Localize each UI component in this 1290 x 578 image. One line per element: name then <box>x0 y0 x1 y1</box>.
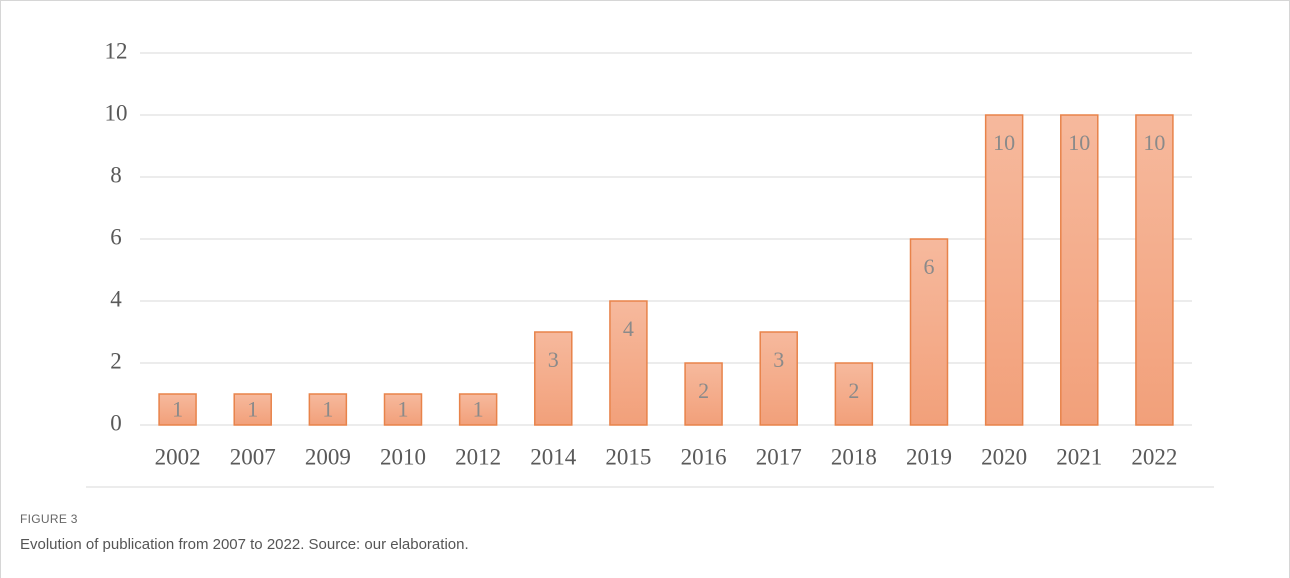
y-tick-label: 6 <box>110 224 122 249</box>
data-label: 10 <box>1068 130 1090 155</box>
data-label: 10 <box>1143 130 1165 155</box>
bar <box>458 393 498 426</box>
x-tick-label: 2020 <box>981 444 1027 469</box>
data-label: 1 <box>322 397 333 422</box>
bar <box>308 393 348 426</box>
data-label: 1 <box>473 397 484 422</box>
data-label: 10 <box>993 130 1015 155</box>
x-tick-label: 2021 <box>1056 444 1102 469</box>
y-tick-label: 8 <box>110 162 122 187</box>
data-label: 3 <box>548 347 559 372</box>
x-tick-label: 2012 <box>455 444 501 469</box>
x-tick-label: 2007 <box>230 444 276 469</box>
x-tick-label: 2009 <box>305 444 351 469</box>
x-tick-label: 2002 <box>155 444 201 469</box>
data-label: 1 <box>398 397 409 422</box>
x-tick-label: 2022 <box>1131 444 1177 469</box>
data-label: 1 <box>172 397 183 422</box>
data-label: 2 <box>848 378 859 403</box>
bar <box>1060 114 1099 426</box>
data-label: 3 <box>773 347 784 372</box>
bar <box>684 362 723 426</box>
data-label: 6 <box>924 254 935 279</box>
bar <box>759 331 798 426</box>
bar <box>609 300 648 426</box>
x-tick-label: 2016 <box>681 444 727 469</box>
y-tick-label: 12 <box>105 38 128 63</box>
x-tick-label: 2018 <box>831 444 877 469</box>
bar <box>383 393 423 426</box>
x-tick-label: 2010 <box>380 444 426 469</box>
x-tick-label: 2014 <box>530 444 577 469</box>
y-tick-label: 10 <box>105 100 128 125</box>
bar <box>158 393 197 426</box>
figure-caption: Evolution of publication from 2007 to 20… <box>20 536 469 553</box>
y-tick-label: 2 <box>110 348 122 373</box>
data-label: 1 <box>247 397 258 422</box>
x-tick-label: 2017 <box>756 444 802 469</box>
y-tick-label: 4 <box>110 286 122 311</box>
y-tick-label: 0 <box>110 410 122 435</box>
data-label: 4 <box>623 316 634 341</box>
data-label: 2 <box>698 378 709 403</box>
bar <box>1135 114 1174 426</box>
x-tick-label: 2015 <box>605 444 651 469</box>
bar <box>534 331 573 426</box>
bar <box>909 238 949 426</box>
bar <box>233 393 272 426</box>
bar <box>834 362 874 426</box>
figure-label: FIGURE 3 <box>20 512 78 526</box>
bar <box>984 114 1024 426</box>
x-tick-label: 2019 <box>906 444 952 469</box>
